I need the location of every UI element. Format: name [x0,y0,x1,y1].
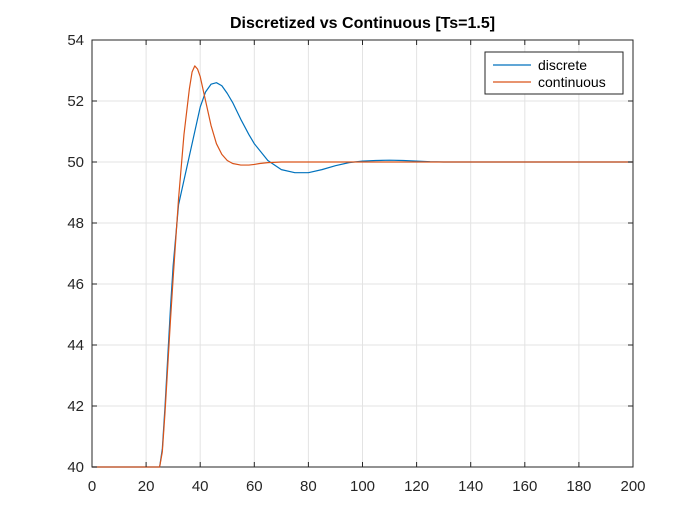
x-tick-label: 120 [404,478,429,495]
x-tick-label: 20 [138,478,155,495]
x-tick-label: 0 [88,478,96,495]
x-tick-label: 40 [192,478,209,495]
chart-title: Discretized vs Continuous [Ts=1.5] [230,15,495,32]
legend-label: discrete [538,57,587,73]
x-tick-label: 140 [458,478,483,495]
y-tick-label: 52 [67,93,84,110]
y-tick-label: 46 [67,276,84,293]
legend-label: continuous [538,74,606,90]
x-tick-label: 200 [620,478,645,495]
y-tick-label: 42 [67,398,84,415]
y-tick-label: 50 [67,154,84,171]
series-line-continuous [92,65,633,468]
x-tick-label: 100 [350,478,375,495]
x-tick-label: 60 [246,478,263,495]
series-group [92,65,633,468]
y-tick-label: 40 [67,459,84,476]
y-tick-label: 44 [67,337,84,354]
y-tick-label: 48 [67,215,84,232]
x-tick-label: 180 [566,478,591,495]
y-tick-label: 54 [67,32,84,49]
axis-ticks: 0 20 40 60 80 100 120 140 160 180 200 40 42 44 46 48 50 5… [67,32,645,495]
legend-box [484,51,624,95]
x-tick-label: 80 [300,478,317,495]
x-tick-label: 160 [512,478,537,495]
